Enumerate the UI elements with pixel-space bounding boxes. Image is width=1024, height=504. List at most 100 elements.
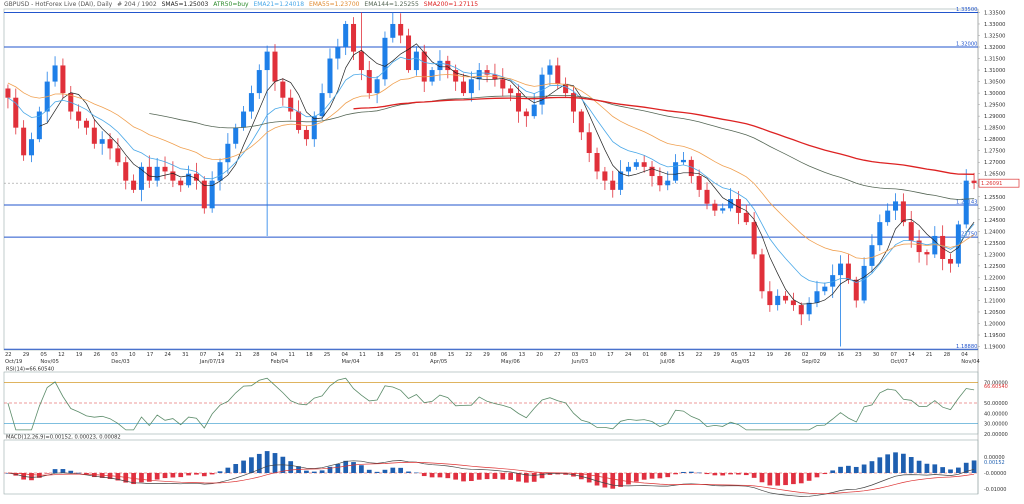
price-axis-label: 1.20000	[984, 322, 1005, 328]
candle-body	[36, 111, 42, 140]
macd-histogram-bar	[492, 473, 498, 479]
candle-body	[908, 222, 914, 241]
candle-body	[594, 153, 600, 172]
price-axis-label: 1.28500	[984, 126, 1005, 132]
macd-histogram-bar	[76, 472, 81, 474]
candle-body	[940, 235, 946, 259]
price-axis-label: 1.19000	[984, 345, 1005, 351]
candle-body	[885, 210, 891, 223]
candle-body	[578, 111, 584, 133]
candle-body	[539, 74, 545, 105]
candle-body	[453, 70, 459, 82]
sma5-line	[39, 43, 975, 305]
x-month-label: Oct/19	[5, 359, 22, 365]
rsi-axis-label: 66.60540	[984, 384, 1008, 390]
macd-histogram-bar	[751, 473, 757, 478]
price-axis-label: 1.28000	[984, 137, 1005, 143]
current-price-box	[978, 178, 1020, 188]
x-month-label: Nov/04	[961, 359, 980, 365]
macd-histogram-bar	[696, 472, 702, 474]
candle-body	[233, 127, 239, 144]
macd-histogram-bar	[759, 473, 765, 483]
macd-histogram-bar	[374, 471, 380, 473]
candle-body	[476, 70, 482, 80]
candle-body	[775, 295, 781, 306]
macd-histogram-bar	[704, 473, 710, 475]
x-day-label: 20	[536, 352, 543, 358]
x-month-label: Feb/04	[271, 359, 289, 365]
price-axis-label: 1.21500	[984, 287, 1005, 293]
candle-body	[280, 81, 286, 98]
ema144-label: EMA144=1.25255	[364, 1, 419, 8]
macd-histogram-bar	[673, 473, 678, 475]
macd-histogram-bar	[241, 460, 246, 473]
x-day-label: 15	[448, 352, 455, 358]
macd-histogram-bar	[665, 473, 671, 478]
rsi-axis-label: 40.00000	[984, 411, 1008, 417]
sma200-line	[353, 96, 975, 175]
sma5-label: SMA5=1.25003	[161, 1, 209, 8]
x-day-label: 04	[961, 352, 968, 358]
price-axis-label: 1.27500	[984, 149, 1005, 155]
x-day-label: 19	[766, 352, 773, 358]
macd-histogram-bar	[60, 469, 66, 473]
candle-body	[625, 166, 631, 172]
x-day-label: 08	[430, 352, 437, 358]
candle-body	[107, 139, 113, 149]
candle-body	[154, 166, 160, 181]
x-day-label: 06	[501, 352, 508, 358]
macd-histogram-bar	[916, 460, 922, 473]
macd-histogram-bar	[461, 473, 466, 482]
x-day-label: 11	[288, 352, 295, 358]
macd-histogram-bar	[29, 473, 34, 481]
macd-histogram-bar	[91, 473, 97, 478]
x-day-label: 08	[660, 352, 667, 358]
candle-body	[351, 23, 357, 52]
candle-body	[76, 111, 82, 121]
macd-histogram-bar	[547, 473, 553, 475]
macd-histogram-bar	[429, 473, 435, 478]
x-month-label: Dec/03	[111, 359, 129, 365]
macd-frame	[3, 439, 979, 495]
x-day-label: 07	[890, 352, 897, 358]
candle-body	[162, 166, 168, 172]
macd-histogram-bar	[170, 473, 176, 478]
macd-histogram-bar	[249, 457, 254, 473]
candle-body	[225, 143, 231, 163]
macd-histogram-bar	[382, 469, 388, 473]
macd-histogram-bar	[806, 473, 812, 481]
macd-histogram-bar	[154, 473, 160, 480]
macd-histogram-bar	[633, 473, 639, 482]
macd-histogram-bar	[775, 473, 781, 486]
candle-body	[673, 162, 679, 181]
ema55-label: EMA55=1.23700	[308, 1, 360, 8]
macd-histogram-bar	[516, 473, 521, 482]
macd-histogram-bar	[728, 473, 733, 475]
macd-histogram-bar	[877, 457, 883, 473]
macd-histogram-bar	[924, 463, 930, 473]
x-day-label: 22	[465, 352, 472, 358]
candle-body	[445, 60, 451, 71]
x-day-label: 14	[218, 352, 225, 358]
candle-body	[924, 252, 930, 255]
price-axis-label: 1.33000	[984, 22, 1005, 28]
candle-body	[712, 203, 718, 211]
macd-histogram-bar	[178, 473, 184, 478]
candle-body	[735, 199, 741, 213]
x-month-label: Nov/05	[40, 359, 58, 365]
candle-body	[288, 97, 294, 112]
candle-body	[783, 295, 789, 301]
macd-line	[7, 460, 975, 497]
x-day-label: 25	[395, 352, 402, 358]
x-month-label: Aug/05	[731, 359, 749, 365]
candle-body	[798, 305, 804, 315]
candle-body	[484, 70, 490, 75]
macd-histogram-bar	[963, 462, 969, 473]
price-axis-label: 1.25000	[984, 206, 1005, 212]
macd-histogram-bar	[885, 454, 891, 473]
candle-body	[547, 65, 553, 75]
price-axis-label: 1.26500	[984, 172, 1005, 178]
x-day-label: 05	[40, 352, 47, 358]
